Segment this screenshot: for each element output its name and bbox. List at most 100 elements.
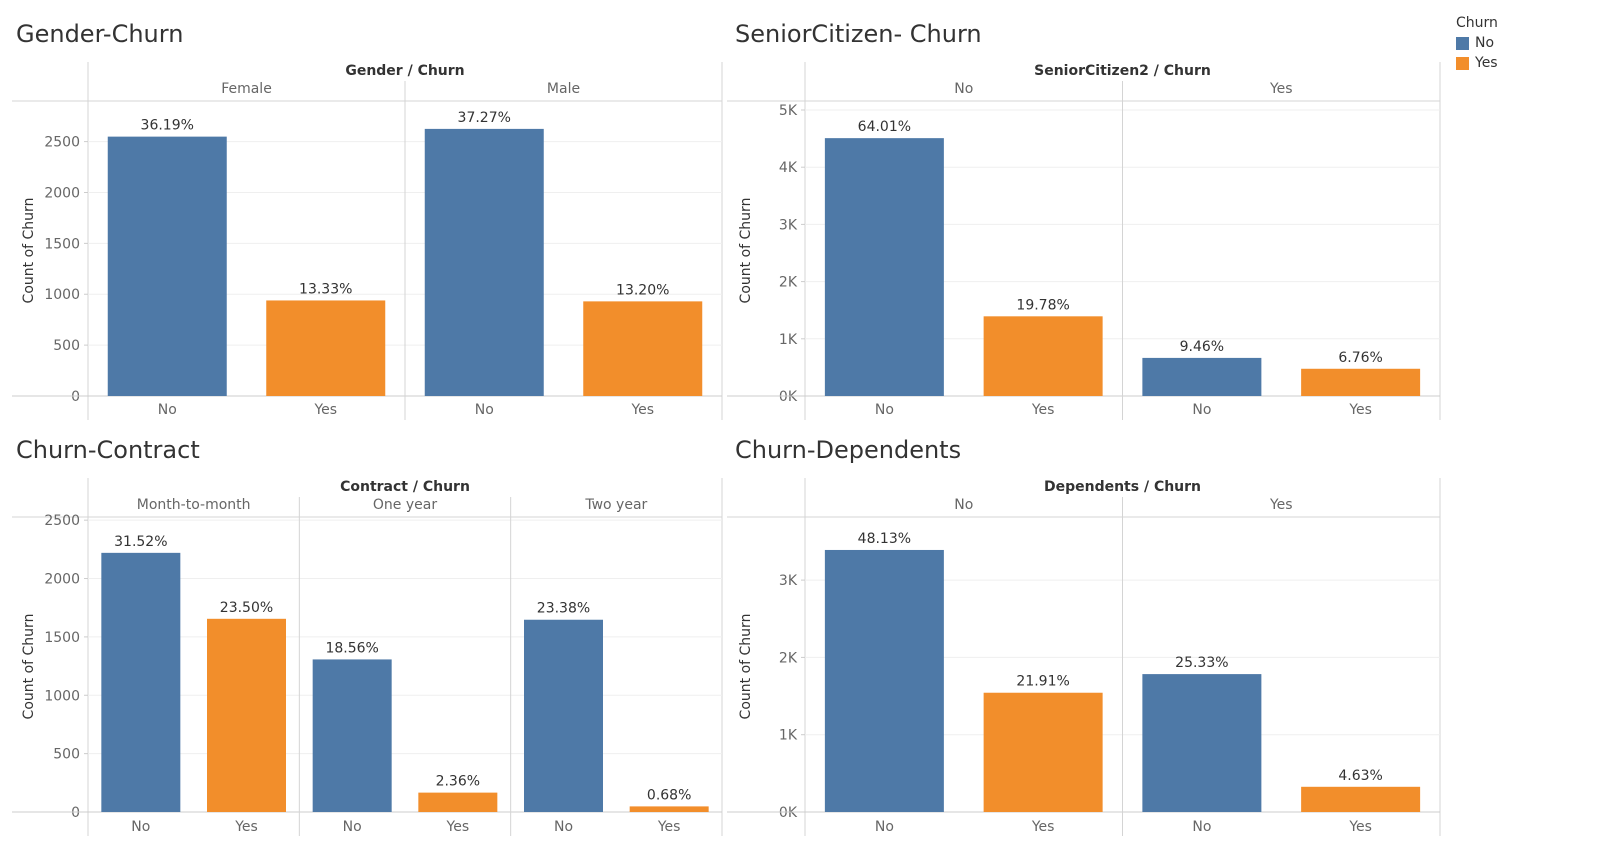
x-tick-label: Yes [630, 402, 654, 418]
y-tick-label: 4K [779, 160, 798, 176]
x-tick-label: No [1192, 819, 1211, 835]
bar-data-label: 4.63% [1338, 768, 1382, 784]
chart-title: Churn-Dependents [735, 436, 961, 464]
x-tick-label: No [875, 402, 894, 418]
y-tick-label: 0K [779, 805, 798, 821]
chart-1: Gender-Churn Gender / Churn 0 500 1000 1500 20… [12, 20, 723, 420]
y-tick-label: 2000 [44, 572, 80, 588]
y-tick-label: 2K [779, 650, 798, 666]
bar-yes [983, 692, 1103, 812]
y-tick-label: 0 [71, 805, 80, 821]
x-tick-label: Yes [234, 819, 258, 835]
y-tick-label: 0 [71, 389, 80, 405]
facet-header: Contract / Churn [340, 479, 470, 495]
chart-title: SeniorCitizen- Churn [735, 20, 982, 48]
y-tick-label: 2500 [44, 135, 80, 151]
facet-label: Two year [584, 497, 647, 513]
y-tick-label: 1000 [44, 287, 80, 303]
legend-label-no: No [1475, 35, 1495, 51]
x-tick-label: Yes [1031, 402, 1055, 418]
bar-data-label: 6.76% [1338, 350, 1382, 366]
facet-label: Month-to-month [137, 497, 251, 513]
facet-label: Female [221, 81, 272, 97]
y-tick-label: 1500 [44, 630, 80, 646]
y-axis-title: Count of Churn [21, 198, 37, 304]
bar-no [312, 659, 392, 812]
x-tick-label: No [875, 819, 894, 835]
bar-data-label: 37.27% [458, 110, 511, 126]
facet-header: Gender / Churn [345, 63, 464, 79]
x-tick-label: No [158, 402, 177, 418]
y-tick-label: 500 [53, 747, 80, 763]
y-tick-label: 5K [779, 103, 798, 119]
x-tick-label: Yes [1348, 819, 1372, 835]
y-tick-label: 2500 [44, 513, 80, 529]
bar-data-label: 48.13% [858, 531, 911, 547]
x-tick-label: Yes [313, 402, 337, 418]
facet-label: Yes [1269, 81, 1293, 97]
x-tick-label: Yes [446, 819, 470, 835]
bar-data-label: 21.91% [1016, 674, 1069, 690]
facet-label: One year [373, 497, 437, 513]
bar-data-label: 13.20% [616, 282, 669, 298]
y-tick-label: 1000 [44, 688, 80, 704]
y-axis-title: Count of Churn [738, 614, 754, 720]
chart-title: Churn-Contract [16, 436, 200, 464]
bar-yes [266, 300, 386, 396]
bar-data-label: 23.38% [537, 601, 590, 617]
chart-3: Churn-Contract Contract / Churn 0 500 1000 15… [12, 436, 723, 836]
y-tick-label: 1500 [44, 236, 80, 252]
x-tick-label: No [131, 819, 150, 835]
bar-yes [629, 806, 709, 812]
y-tick-label: 0K [779, 389, 798, 405]
y-tick-label: 2K [779, 275, 798, 291]
facet-label: Yes [1269, 497, 1293, 513]
bar-no [524, 619, 603, 812]
legend-item-yes[interactable]: Yes [1456, 53, 1498, 73]
bar-data-label: 13.33% [299, 281, 352, 297]
legend-label-yes: Yes [1475, 55, 1498, 71]
x-tick-label: Yes [1031, 819, 1055, 835]
y-tick-label: 1K [779, 728, 798, 744]
bar-data-label: 31.52% [114, 534, 167, 550]
bar-yes [983, 316, 1103, 396]
x-tick-label: Yes [657, 819, 681, 835]
y-tick-label: 500 [53, 338, 80, 354]
x-tick-label: Yes [1348, 402, 1372, 418]
bar-data-label: 36.19% [141, 118, 194, 134]
bar-yes [1301, 786, 1421, 812]
y-tick-label: 3K [779, 573, 798, 589]
y-axis-title: Count of Churn [738, 198, 754, 304]
x-tick-label: No [554, 819, 573, 835]
bar-no [1142, 674, 1262, 812]
bar-data-label: 0.68% [647, 787, 691, 803]
y-tick-label: 3K [779, 217, 798, 233]
bar-data-label: 9.46% [1180, 339, 1224, 355]
facet-label: Male [547, 81, 580, 97]
bar-data-label: 23.50% [220, 600, 273, 616]
bar-no [824, 549, 944, 812]
bar-no [824, 138, 944, 396]
bar-yes [583, 301, 703, 396]
x-tick-label: No [475, 402, 494, 418]
y-axis-title: Count of Churn [21, 614, 37, 720]
bar-no [424, 128, 544, 397]
bar-data-label: 64.01% [858, 119, 911, 135]
bar-yes [207, 618, 286, 812]
x-tick-label: No [343, 819, 362, 835]
bar-no [107, 136, 227, 397]
bar-data-label: 19.78% [1016, 297, 1069, 313]
legend-item-no[interactable]: No [1456, 33, 1498, 53]
churn-legend[interactable]: Churn No Yes [1456, 15, 1498, 73]
bar-data-label: 18.56% [325, 640, 378, 656]
bar-no [1142, 357, 1262, 396]
bar-data-label: 25.33% [1175, 655, 1228, 671]
chart-4: Churn-Dependents Dependents / Churn 0K 1K 2K… [727, 436, 1441, 836]
bar-yes [418, 792, 498, 812]
facet-label: No [954, 81, 973, 97]
chart-2: SeniorCitizen- Churn SeniorCitizen2 / Chu… [727, 20, 1441, 420]
bar-yes [1301, 368, 1421, 396]
legend-title: Churn [1456, 15, 1498, 31]
y-tick-label: 1K [779, 332, 798, 348]
